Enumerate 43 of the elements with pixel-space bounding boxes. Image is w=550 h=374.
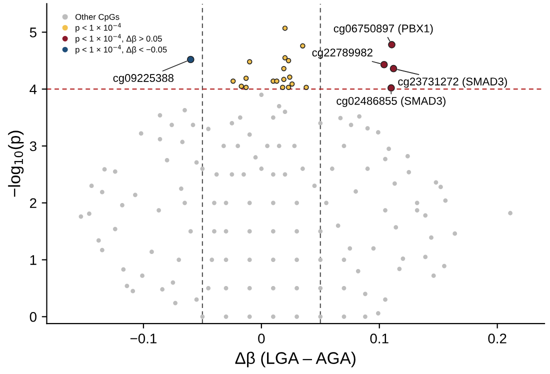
point [280,84,286,90]
point [243,84,249,90]
point [238,84,244,89]
point [281,66,286,72]
annotation: cg06750897 (PBX1) [334,24,433,35]
point [287,74,292,80]
point [300,43,306,48]
legend-label: p < 1 × 10$^{−4}$ [76,23,121,32]
x-axis-title: Δβ (LGA – AGA) [235,352,356,368]
y-axis-title: −log$_{10}$(p) [8,130,24,197]
annotation: cg22789982 [312,48,372,59]
point [380,60,388,68]
point [390,64,398,72]
point [282,55,288,60]
annotation: cg02486855 (SMAD3) [336,96,446,108]
legend-label: p < 1 × 10$^{−4}$, Δβ < −0.05 [76,45,167,54]
x-tick-label: 0 [258,334,265,344]
point [230,78,236,84]
y-tick-label: 0 [30,312,36,322]
point [388,41,396,48]
point [274,78,280,84]
point [247,59,252,64]
y-tick-label: 5 [30,28,36,38]
y-tick-label: 4 [30,84,37,94]
point [186,56,194,64]
point [286,84,292,90]
y-tick-label: 2 [30,198,36,208]
point [289,81,295,87]
annotation: cg23731272 (SMAD3) [398,77,507,88]
x-tick-label: 0.1 [370,334,388,344]
point [243,76,249,81]
point [304,84,309,90]
x-tick-label: −0.1 [130,334,156,344]
x-tick-label: 0.2 [488,334,506,344]
point [286,58,292,64]
y-tick-label: 3 [30,141,36,152]
point [281,76,286,82]
legend-label: p < 1 × 10$^{−4}$, Δβ > 0.05 [76,34,162,44]
point [387,84,395,92]
y-tick-label: 1 [30,255,36,265]
annotation: cg09225388 [113,74,174,84]
point [282,26,288,31]
legend-label: Other CpGs [75,14,120,22]
